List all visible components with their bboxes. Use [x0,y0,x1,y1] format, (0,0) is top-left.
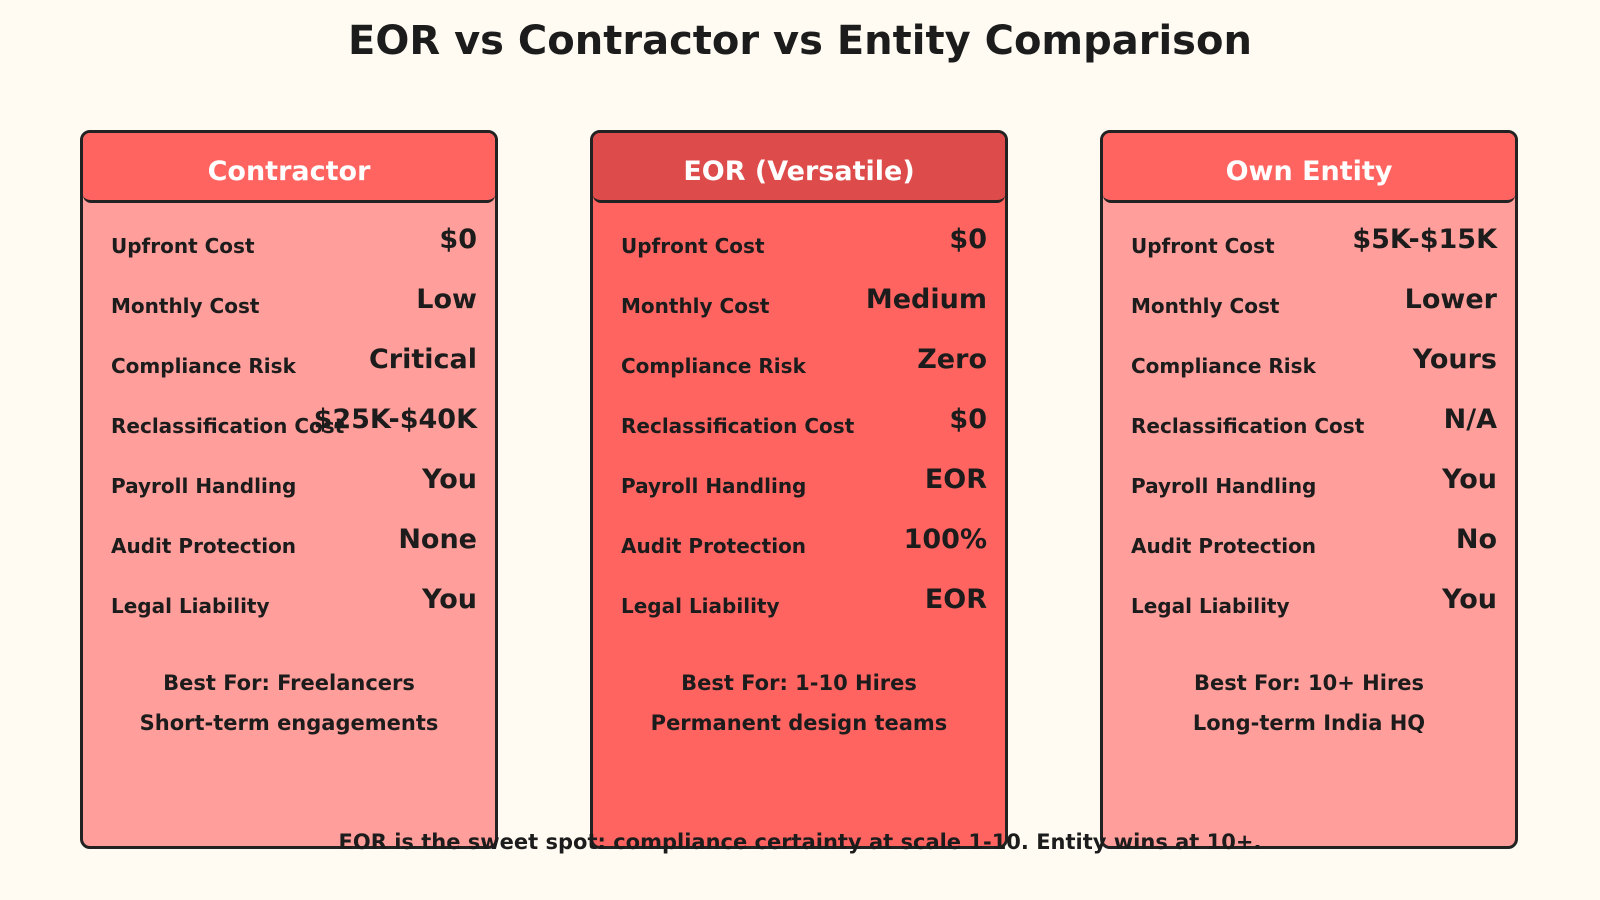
row-value: EOR [924,464,987,495]
row-value: 100% [903,524,987,555]
row-label: Upfront Cost [1131,234,1275,258]
row-value: N/A [1443,404,1497,435]
row-payroll-handling: Payroll Handling EOR [593,453,1005,513]
row-compliance-risk: Compliance Risk Critical [83,333,495,393]
row-value: You [422,464,477,495]
card-own-entity: Own Entity Upfront Cost $5K-$15K Monthly… [1100,130,1518,849]
row-compliance-risk: Compliance Risk Zero [593,333,1005,393]
row-reclassification-cost: Reclassification Cost $0 [593,393,1005,453]
card-header: Contractor [83,133,495,203]
row-monthly-cost: Monthly Cost Lower [1103,273,1515,333]
row-payroll-handling: Payroll Handling You [1103,453,1515,513]
card-header: Own Entity [1103,133,1515,203]
row-upfront-cost: Upfront Cost $0 [83,213,495,273]
card-contractor: Contractor Upfront Cost $0 Monthly Cost … [80,130,498,849]
best-for: Best For: Freelancers [163,671,415,695]
row-value: Zero [917,344,987,375]
best-for: Best For: 1-10 Hires [681,671,917,695]
row-label: Compliance Risk [1131,354,1316,378]
row-value: None [398,524,477,555]
row-label: Legal Liability [111,594,270,618]
row-monthly-cost: Monthly Cost Medium [593,273,1005,333]
row-label: Upfront Cost [111,234,255,258]
row-value: You [1442,464,1497,495]
row-label: Payroll Handling [111,474,297,498]
row-value: You [1442,584,1497,615]
best-for: Best For: 10+ Hires [1193,671,1425,695]
row-label: Legal Liability [621,594,780,618]
best-for-detail: Short-term engagements [139,711,439,735]
row-reclassification-cost: Reclassification Cost N/A [1103,393,1515,453]
row-label: Legal Liability [1131,594,1290,618]
best-for-detail: Long-term India HQ [1192,711,1426,735]
row-compliance-risk: Compliance Risk Yours [1103,333,1515,393]
row-label: Monthly Cost [1131,294,1280,318]
row-value: Yours [1412,344,1497,375]
row-value: $0 [949,224,987,255]
row-audit-protection: Audit Protection 100% [593,513,1005,573]
card-rows: Upfront Cost $0 Monthly Cost Low Complia… [83,213,495,633]
row-label: Compliance Risk [621,354,806,378]
row-value: Lower [1404,284,1497,315]
row-upfront-cost: Upfront Cost $5K-$15K [1103,213,1515,273]
best-for-detail: Permanent design teams [650,711,948,735]
row-value: Critical [368,344,477,375]
card-rows: Upfront Cost $0 Monthly Cost Medium Comp… [593,213,1005,633]
row-value: No [1455,524,1497,555]
row-value: $5K-$15K [1352,224,1497,255]
row-label: Audit Protection [621,534,807,558]
row-label: Audit Protection [111,534,297,558]
row-value: $0 [949,404,987,435]
card-header: EOR (Versatile) [593,133,1005,203]
row-value: Low [416,284,477,315]
row-label: Payroll Handling [1131,474,1317,498]
row-audit-protection: Audit Protection None [83,513,495,573]
row-label: Upfront Cost [621,234,765,258]
row-label: Compliance Risk [111,354,296,378]
row-reclassification-cost: Reclassification Cost $25K-$40K [83,393,495,453]
row-value: Medium [865,284,987,315]
row-label: Reclassification Cost [621,414,855,438]
row-label: Reclassification Cost [111,414,345,438]
row-value: $0 [439,224,477,255]
row-legal-liability: Legal Liability EOR [593,573,1005,633]
page-title: EOR vs Contractor vs Entity Comparison [348,18,1252,64]
row-label: Monthly Cost [621,294,770,318]
row-value: EOR [924,584,987,615]
row-label: Reclassification Cost [1131,414,1365,438]
row-label: Monthly Cost [111,294,260,318]
footer-note: EOR is the sweet spot: compliance certai… [338,830,1262,854]
row-value: You [422,584,477,615]
row-label: Audit Protection [1131,534,1317,558]
card-rows: Upfront Cost $5K-$15K Monthly Cost Lower… [1103,213,1515,633]
row-upfront-cost: Upfront Cost $0 [593,213,1005,273]
row-payroll-handling: Payroll Handling You [83,453,495,513]
card-eor: EOR (Versatile) Upfront Cost $0 Monthly … [590,130,1008,849]
row-label: Payroll Handling [621,474,807,498]
row-legal-liability: Legal Liability You [1103,573,1515,633]
row-monthly-cost: Monthly Cost Low [83,273,495,333]
row-value: $25K-$40K [313,404,477,435]
row-audit-protection: Audit Protection No [1103,513,1515,573]
row-legal-liability: Legal Liability You [83,573,495,633]
